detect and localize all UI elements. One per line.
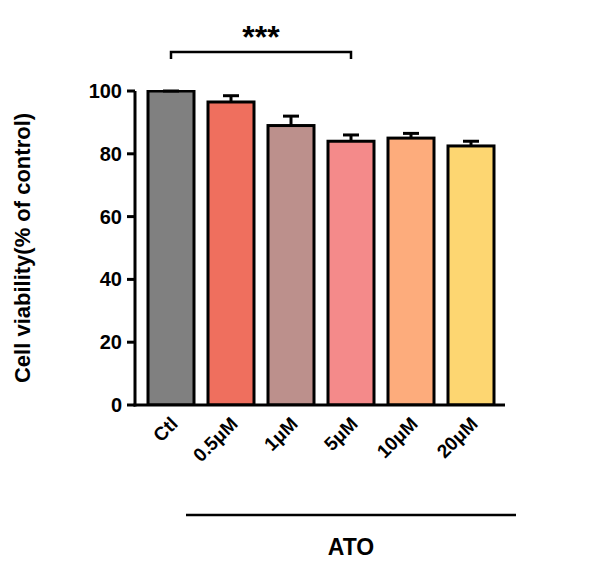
bar [148, 91, 194, 405]
x-tick-label: 10μM [373, 413, 422, 462]
error-bar [343, 135, 359, 141]
y-tick-label: 60 [100, 206, 122, 228]
annotation: *** [171, 19, 351, 59]
error-cap [163, 90, 179, 93]
y-tick [127, 90, 135, 93]
y-tick [127, 404, 135, 407]
x-tick-label: 0.5μM [189, 413, 242, 466]
y-tick-label: 20 [100, 331, 122, 353]
bar [208, 102, 254, 405]
error-cap [223, 94, 239, 97]
bar [448, 146, 494, 405]
error-bar [223, 96, 239, 102]
error-cap [403, 132, 419, 135]
y-tick-label: 40 [100, 268, 122, 290]
y-tick-label: 80 [100, 143, 122, 165]
bar [388, 138, 434, 405]
y-tick [127, 215, 135, 218]
y-tick [127, 341, 135, 344]
annotation: ATO [186, 515, 516, 560]
bars [148, 91, 494, 405]
x-tick-label: Ctl [149, 413, 182, 446]
error-bars [163, 91, 479, 146]
y-tick-label: 100 [89, 80, 122, 102]
error-bar [463, 141, 479, 146]
bar [328, 141, 374, 405]
y-tick [127, 278, 135, 281]
y-tick-label: 0 [111, 394, 122, 416]
x-tick-label: 1μM [260, 413, 302, 455]
x-axis [134, 404, 506, 407]
group-line [186, 514, 516, 517]
significance-label: *** [242, 19, 280, 55]
error-bar [163, 91, 179, 92]
x-tick-label: 5μM [320, 413, 362, 455]
error-cap [463, 140, 479, 143]
chart: 0 20 40 60 80 100 Ctl0.5μM 1μM 5μM 10μM20μM Cell v… [0, 0, 600, 569]
error-cap [343, 133, 359, 136]
error-bar [403, 133, 419, 138]
y-tick [127, 152, 135, 155]
error-cap [283, 115, 299, 118]
y-axis [134, 91, 137, 407]
bar [268, 126, 314, 405]
y-axis-label: Cell viability(% of control) [10, 113, 35, 383]
x-tick-label: 20μM [433, 413, 482, 462]
error-bar [283, 116, 299, 125]
group-label: ATO [328, 534, 374, 560]
